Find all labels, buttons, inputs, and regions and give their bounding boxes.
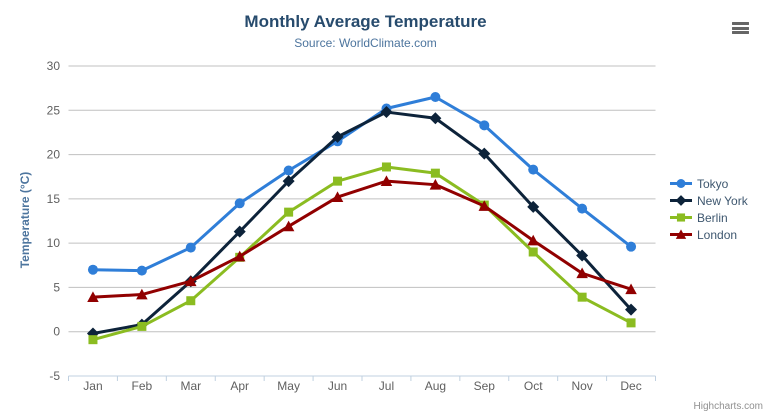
x-axis-label: Feb <box>132 379 153 393</box>
marker-london[interactable] <box>282 220 295 232</box>
marker-tokyo[interactable] <box>528 164 539 175</box>
marker-new-york[interactable] <box>478 147 491 160</box>
x-axis-label: May <box>277 379 300 393</box>
y-axis-label: -5 <box>49 369 60 383</box>
marker-london[interactable] <box>87 291 99 303</box>
x-axis-label: Apr <box>230 379 249 393</box>
y-axis-label: 5 <box>53 280 60 294</box>
marker-berlin[interactable] <box>528 247 538 257</box>
marker-london[interactable] <box>331 191 344 202</box>
legend-item-tokyo[interactable]: Tokyo <box>670 175 748 192</box>
marker-london[interactable] <box>185 275 197 287</box>
legend-label: Tokyo <box>697 176 729 191</box>
marker-new-york[interactable] <box>380 106 393 119</box>
marker-london[interactable] <box>625 283 637 295</box>
credits-link[interactable]: Highcharts.com <box>693 401 763 412</box>
legend: Tokyo New York Berlin London <box>670 175 748 243</box>
marker-berlin[interactable] <box>284 207 294 217</box>
x-axis-label: Jul <box>379 379 394 393</box>
context-menu-button[interactable] <box>730 20 753 40</box>
x-axis-label: Jan <box>83 379 102 393</box>
circle-legend-icon <box>670 179 692 188</box>
marker-new-york[interactable] <box>282 175 295 188</box>
marker-london[interactable] <box>380 175 393 187</box>
x-axis-label: Sep <box>474 379 496 393</box>
marker-new-york-legend[interactable] <box>675 195 687 206</box>
y-axis-label: 20 <box>47 148 61 162</box>
marker-berlin[interactable] <box>333 176 343 186</box>
marker-london-legend[interactable] <box>675 229 687 239</box>
x-axis-label: Oct <box>524 379 543 393</box>
marker-berlin-legend[interactable] <box>676 213 686 222</box>
marker-tokyo[interactable] <box>430 92 441 102</box>
marker-new-york[interactable] <box>429 112 442 125</box>
marker-tokyo[interactable] <box>479 120 490 131</box>
marker-new-york[interactable] <box>331 130 344 143</box>
diamond-legend-icon <box>670 195 692 206</box>
marker-london[interactable] <box>478 200 491 211</box>
y-axis-label: 15 <box>47 192 61 206</box>
marker-london[interactable] <box>576 267 588 279</box>
square-legend-icon <box>670 213 692 222</box>
legend-item-new-york[interactable]: New York <box>670 192 748 209</box>
legend-label: New York <box>697 193 748 208</box>
x-axis-label: Jun <box>328 379 347 393</box>
y-axis-label: 0 <box>53 325 60 339</box>
series-line-new-york[interactable] <box>91 110 633 335</box>
marker-berlin[interactable] <box>626 318 636 328</box>
series-tokyo <box>87 92 637 276</box>
x-axis-label: Nov <box>571 379 592 393</box>
marker-tokyo[interactable] <box>577 203 588 214</box>
marker-london[interactable] <box>136 288 148 300</box>
x-axis-label: Mar <box>180 379 201 393</box>
marker-berlin[interactable] <box>430 168 440 178</box>
series-new-york <box>86 106 638 340</box>
legend-label: London <box>697 227 738 242</box>
marker-tokyo[interactable] <box>87 264 98 275</box>
marker-tokyo[interactable] <box>283 165 294 176</box>
marker-berlin[interactable] <box>577 292 587 302</box>
series-line-london[interactable] <box>91 179 633 299</box>
hamburger-icon <box>732 22 749 25</box>
hamburger-icon <box>732 26 749 30</box>
hamburger-icon <box>732 31 749 34</box>
marker-tokyo[interactable] <box>626 241 637 252</box>
x-axis-label: Dec <box>620 379 641 393</box>
marker-berlin[interactable] <box>186 296 196 306</box>
marker-new-york[interactable] <box>625 303 638 316</box>
y-axis-title: Temperature (°C) <box>18 171 32 269</box>
chart-subtitle: Source: WorldClimate.com <box>294 36 437 50</box>
marker-berlin[interactable] <box>137 321 147 331</box>
marker-tokyo[interactable] <box>185 242 196 253</box>
chart-title: Monthly Average Temperature <box>244 12 487 31</box>
x-axis-label: Aug <box>425 379 446 393</box>
legend-label: Berlin <box>697 210 728 225</box>
marker-tokyo[interactable] <box>136 265 147 276</box>
marker-tokyo[interactable] <box>234 198 245 209</box>
marker-new-york[interactable] <box>576 249 589 262</box>
legend-item-london[interactable]: London <box>670 226 748 243</box>
marker-new-york[interactable] <box>527 200 540 213</box>
marker-london[interactable] <box>429 178 442 190</box>
triangle-legend-icon <box>670 229 692 239</box>
y-axis-label: 30 <box>47 59 61 73</box>
marker-london[interactable] <box>527 234 539 246</box>
legend-item-berlin[interactable]: Berlin <box>670 209 748 226</box>
y-axis-label: 25 <box>47 103 61 117</box>
y-axis-label: 10 <box>47 236 61 250</box>
marker-tokyo-legend[interactable] <box>676 179 686 188</box>
marker-berlin[interactable] <box>88 335 98 345</box>
marker-new-york[interactable] <box>233 225 246 238</box>
series-london <box>87 175 637 303</box>
series-line-berlin[interactable] <box>91 165 633 342</box>
marker-london[interactable] <box>233 250 246 262</box>
marker-berlin[interactable] <box>381 162 391 172</box>
